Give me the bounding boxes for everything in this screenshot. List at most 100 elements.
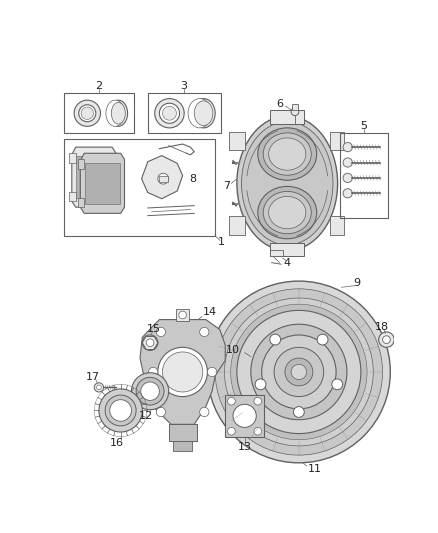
Bar [78,198,84,207]
Circle shape [237,310,361,433]
Circle shape [317,334,328,345]
Circle shape [200,407,209,417]
Circle shape [81,107,93,119]
Circle shape [148,367,158,377]
Polygon shape [80,154,124,213]
Bar [70,154,76,163]
Circle shape [131,373,169,410]
Ellipse shape [268,196,306,229]
Circle shape [79,105,96,122]
Bar [270,110,304,124]
Circle shape [285,358,313,386]
Circle shape [343,173,352,182]
Circle shape [105,395,136,426]
Circle shape [155,99,184,128]
Circle shape [158,348,208,397]
Circle shape [228,398,235,405]
Circle shape [379,332,394,348]
Text: 7: 7 [223,181,230,191]
Text: 8: 8 [189,174,196,184]
Circle shape [291,364,307,379]
Polygon shape [140,320,225,424]
Bar [270,251,283,256]
Text: 6: 6 [276,99,283,109]
Ellipse shape [258,128,317,180]
Circle shape [291,108,299,116]
Bar [148,93,221,133]
Text: 10: 10 [226,345,240,356]
Text: 13: 13 [238,442,251,451]
Circle shape [158,173,169,184]
Bar [177,309,189,321]
Text: 3: 3 [180,80,187,91]
Bar [330,132,344,150]
Circle shape [94,383,103,392]
Circle shape [99,389,142,432]
Circle shape [141,382,159,400]
Polygon shape [72,147,116,207]
Circle shape [270,334,281,345]
Text: 15: 15 [147,324,161,334]
Polygon shape [141,156,183,199]
Text: 1: 1 [218,237,225,247]
Circle shape [228,427,235,435]
Bar [70,192,76,201]
Text: 12: 12 [139,411,153,421]
Circle shape [231,304,367,440]
Bar [173,441,192,450]
Circle shape [208,367,217,377]
Circle shape [97,385,101,390]
Text: 16: 16 [110,438,124,448]
Circle shape [162,352,203,392]
Ellipse shape [188,99,211,128]
Circle shape [200,327,209,336]
Ellipse shape [258,187,317,239]
Bar [229,216,245,235]
Circle shape [215,289,382,455]
Ellipse shape [106,100,124,126]
Polygon shape [77,156,111,198]
Circle shape [293,407,304,417]
Circle shape [156,407,166,417]
Ellipse shape [109,100,127,126]
Circle shape [343,158,352,167]
Circle shape [110,400,131,421]
Circle shape [332,379,343,390]
Bar [169,424,197,441]
Circle shape [159,103,180,123]
Circle shape [233,405,256,427]
Bar [225,395,264,438]
Bar [64,93,134,133]
Circle shape [343,189,352,198]
Text: 4: 4 [284,257,291,268]
Ellipse shape [237,116,338,251]
Bar [78,159,84,168]
Ellipse shape [263,133,311,175]
Bar [330,216,344,235]
Bar [270,243,304,256]
Ellipse shape [192,99,215,128]
Bar [159,175,168,182]
Ellipse shape [241,122,333,245]
Text: 2: 2 [95,80,102,91]
Circle shape [146,339,154,346]
Circle shape [251,324,347,419]
Ellipse shape [194,101,213,126]
Circle shape [136,377,164,405]
Ellipse shape [268,138,306,170]
Circle shape [142,335,158,350]
Text: 9: 9 [353,278,360,288]
Ellipse shape [111,102,125,124]
Bar [64,140,215,236]
Circle shape [382,336,390,343]
Circle shape [343,142,352,152]
Circle shape [254,427,261,435]
Polygon shape [85,163,120,204]
Circle shape [179,311,187,319]
Bar [340,133,388,218]
Circle shape [225,298,373,446]
Circle shape [208,281,390,463]
Circle shape [162,106,177,120]
Text: 14: 14 [203,307,217,317]
Circle shape [261,335,336,409]
